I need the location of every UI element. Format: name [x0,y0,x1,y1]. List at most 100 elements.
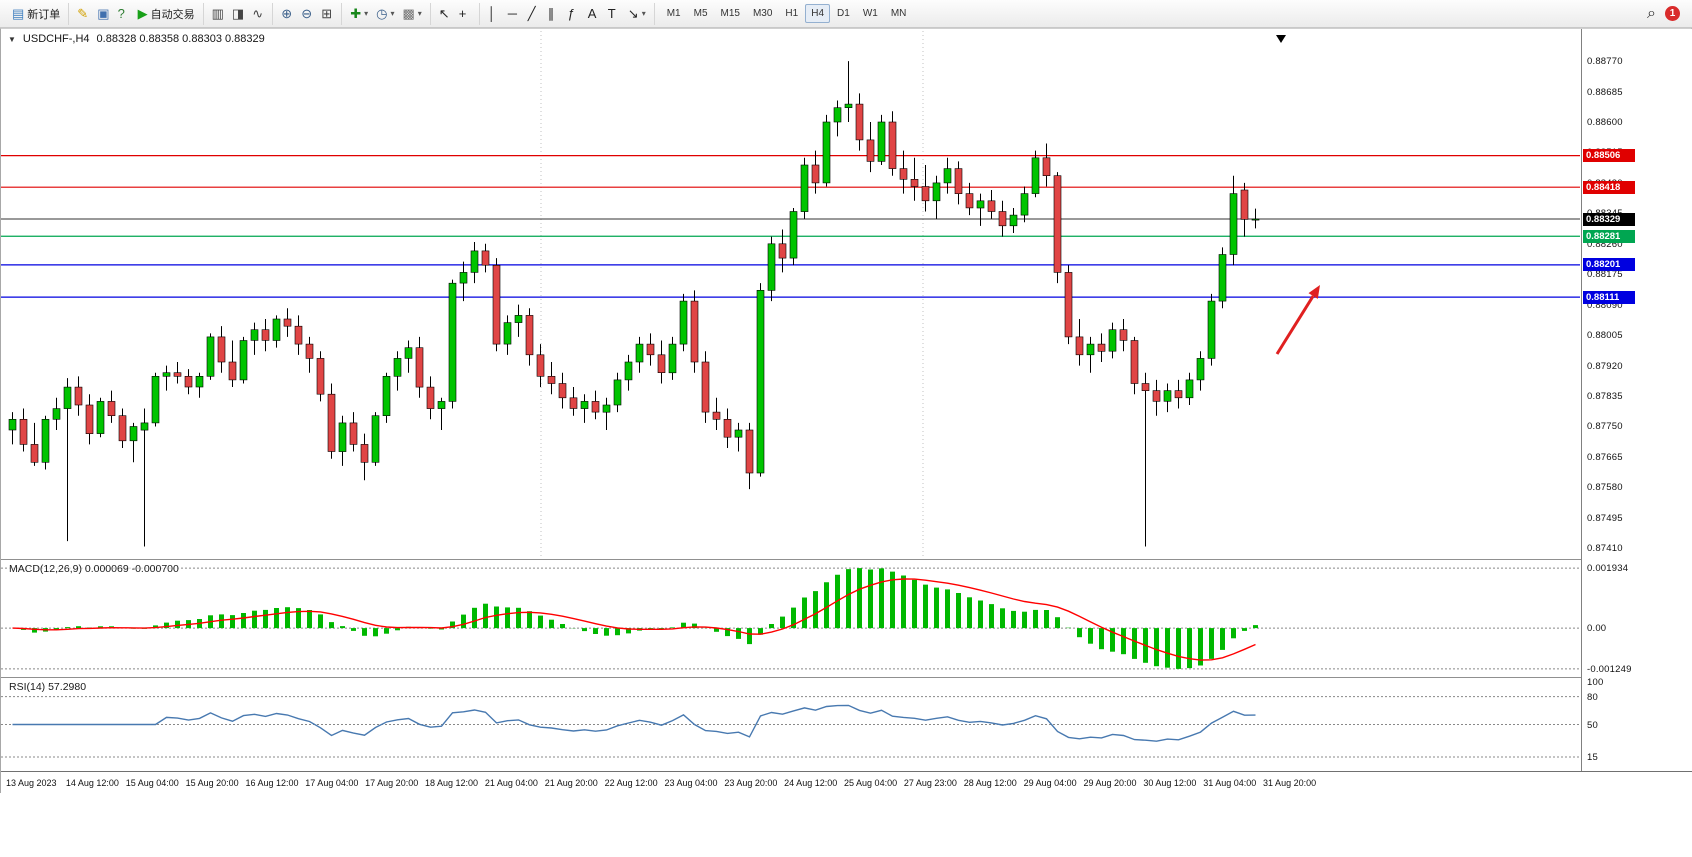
toolbar-group: ✚ ▾ ◷ ▾ ▩ ▾ [342,2,431,25]
price-tag: 0.88281 [1583,229,1635,243]
vertical-line-icon: │ [487,5,496,21]
timeframe-button-m30[interactable]: M30 [752,8,773,19]
autotrading-button[interactable]: ▶ 自动交易 [134,3,199,25]
bar-chart-button[interactable]: ▥ [208,3,228,25]
fibonacci-icon: ƒ [567,5,576,21]
price-tag: 0.88201 [1583,258,1635,272]
current-bar-marker [1276,35,1286,43]
fibonacci-button[interactable]: ƒ [564,3,584,25]
price-axis-label: 0.88770 [1587,56,1623,68]
candle-body [294,325,303,345]
candle-body [921,186,930,202]
timeframe-button-w1[interactable]: W1 [862,8,878,19]
candle-body [239,340,248,381]
dropdown-caret-icon: ▾ [364,9,369,18]
candle-body [701,361,710,413]
price-axis-label: 0.88685 [1587,86,1623,98]
timeframe-button-m1[interactable]: M1 [666,8,681,19]
toolbar-right: ⌕ 1 [1647,4,1688,22]
candle-body [470,250,479,273]
metaeditor-icon: ✎ [77,5,89,21]
zoom-in-icon: ⊕ [281,5,293,21]
rsi-chart[interactable] [1,678,1580,771]
candle-body [1218,254,1227,302]
price-axis-label: 0.88260 [1587,238,1623,250]
candle-body [800,164,809,212]
candle-body [536,354,545,377]
candle-body [228,361,237,381]
vertical-line-button[interactable]: │ [484,3,504,25]
candle-body [789,211,798,259]
candle-body [1119,329,1128,341]
candle-body [723,418,732,438]
text-button[interactable]: A [584,3,604,25]
candle-body [1174,390,1183,399]
candle-body [250,329,259,341]
templates-button[interactable]: ▩ ▾ [398,3,425,25]
candle-body [635,343,644,363]
pane-separator[interactable] [1,677,1692,678]
price-chart[interactable] [1,31,1580,559]
text-label-icon: T [607,5,616,21]
candlestick-chart-button[interactable]: ◨ [228,3,248,25]
candle-body [283,318,292,327]
horizontal-line-button[interactable]: ─ [504,3,524,25]
rsi-indicator-label: RSI(14) 57.2980 [9,681,87,693]
periods-button[interactable]: ◷ ▾ [372,3,398,25]
candle-body [1064,272,1073,338]
time-axis-label: 28 Aug 12:00 [963,778,1017,788]
timeframe-button-m5[interactable]: M5 [693,8,708,19]
candle-body [679,300,688,345]
new-chart-button[interactable]: ✚ ▾ [346,3,372,25]
cursor-button[interactable]: ↖ [435,3,455,25]
timeframe-button-mn[interactable]: MN [890,8,907,19]
price-axis-label: 0.88090 [1587,299,1623,311]
help-button[interactable]: ? [114,3,134,25]
arrow-annotation[interactable] [1275,295,1315,355]
cursor-icon: ↖ [438,5,450,21]
candle-body [833,107,842,123]
text-label-button[interactable]: T [604,3,624,25]
zoom-in-button[interactable]: ⊕ [277,3,297,25]
timeframe-button-h1[interactable]: H1 [785,8,799,19]
search-icon[interactable]: ⌕ [1647,4,1656,22]
candle-body [1097,343,1106,352]
candle-body [305,343,314,359]
candle-body [1130,340,1139,384]
timeframe-button-m15[interactable]: M15 [720,8,740,19]
candle-body [899,168,908,180]
price-tag: 0.88418 [1583,180,1635,194]
notification-badge[interactable]: 1 [1665,6,1680,21]
price-axis-label: 0.87665 [1587,451,1623,463]
macd-histogram [21,568,1258,669]
candle-body [976,200,985,209]
trendline-button[interactable]: ╱ [524,3,544,25]
zoom-out-button[interactable]: ⊖ [297,3,317,25]
arrows-button[interactable]: ↘ ▾ [624,3,650,25]
market-watch-button[interactable]: ▣ [93,3,113,25]
metaeditor-button[interactable]: ✎ [73,3,93,25]
macd-chart[interactable] [1,560,1580,677]
line-chart-button[interactable]: ∿ [248,3,268,25]
autotrading-button-label: 自动交易 [150,8,195,21]
autotrading-play-icon: ▶ [137,5,148,21]
candle-body [965,193,974,209]
collapse-chart-icon[interactable]: ▼ [8,34,16,44]
tile-windows-button[interactable]: ⊞ [317,3,337,25]
candle-body [316,358,325,395]
candle-body [558,383,567,399]
price-axis-label: 0.87580 [1587,482,1623,494]
candle-body [492,265,501,345]
arrow-annotation-head[interactable] [1308,285,1321,299]
new-order-button[interactable]: ▤ 新订单 [8,3,64,25]
pane-separator[interactable] [1,559,1692,560]
channel-button[interactable]: ∥ [544,3,564,25]
candle-body [360,444,369,463]
candle-body [162,372,171,377]
crosshair-button[interactable]: + [455,3,475,25]
candle-body [1229,193,1238,255]
timeframe-button-h4[interactable]: H4 [805,4,831,23]
timeframe-button-d1[interactable]: D1 [837,8,850,19]
price-axis-label: 0.87835 [1587,391,1623,402]
time-axis-label: 27 Aug 23:00 [903,778,957,788]
